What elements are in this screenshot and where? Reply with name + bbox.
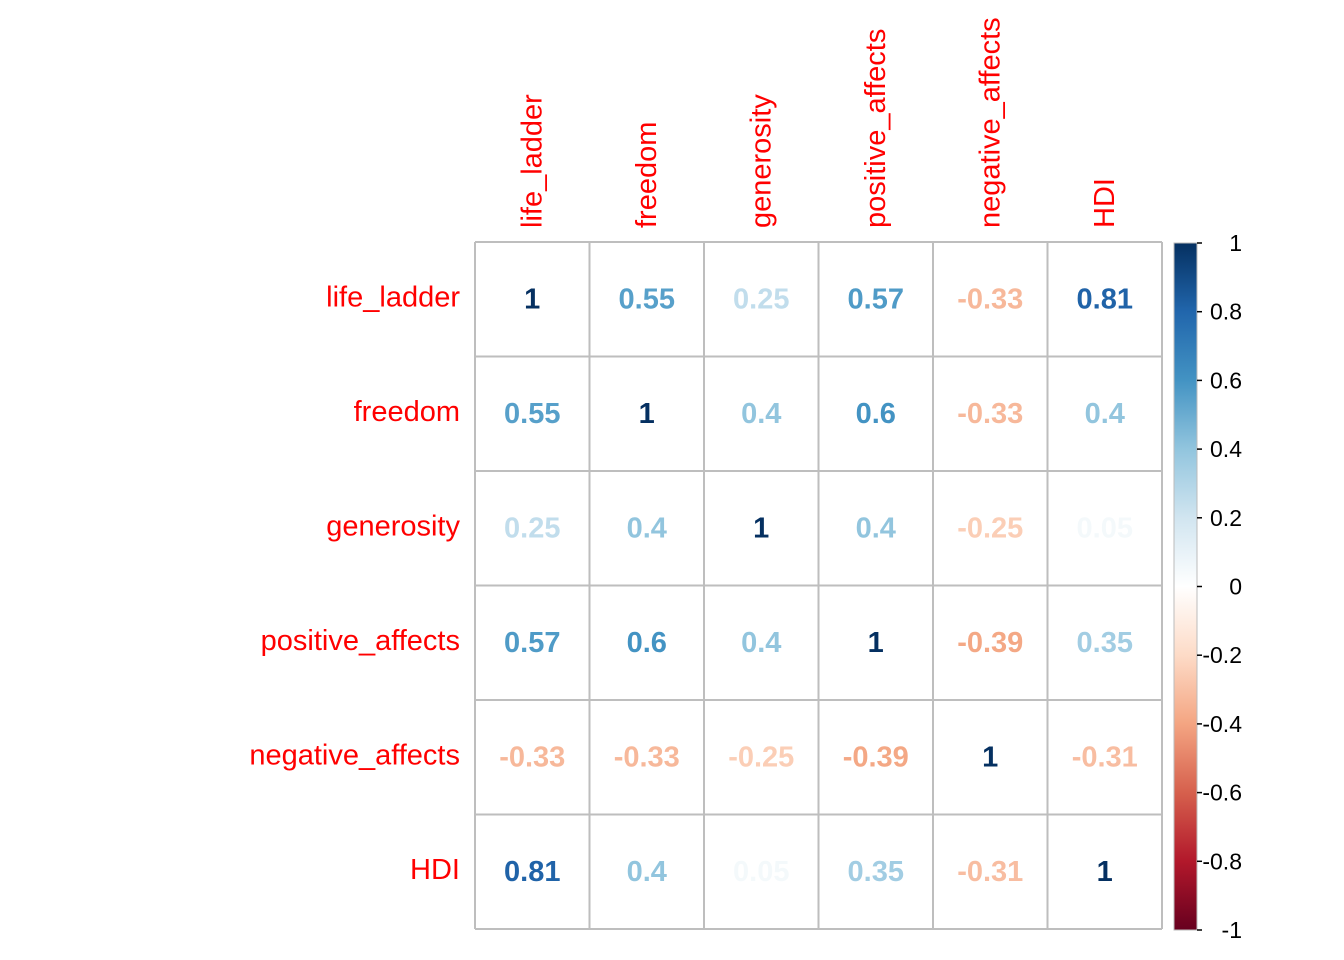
colorbar-tick-label: 0.2 bbox=[1210, 505, 1242, 531]
row-label-life_ladder: life_ladder bbox=[326, 281, 460, 313]
cell-value-positive_affects-life_ladder: 0.57 bbox=[504, 627, 560, 659]
correlation-cells: 1 0.55 0.25 0.57 -0.33 0.81 0.55 1 0.4 0.6 -0.33 0.… bbox=[499, 283, 1138, 888]
col-label-generosity: generosity bbox=[745, 94, 777, 228]
col-label-negative_affects: negative_affects bbox=[974, 17, 1006, 228]
col-label-freedom: freedom bbox=[631, 122, 663, 228]
cell-value-generosity-positive_affects: 0.4 bbox=[856, 512, 896, 544]
cell-value-positive_affects-positive_affects: 1 bbox=[868, 627, 884, 659]
grid-lines bbox=[474, 241, 1163, 930]
cell-value-negative_affects-HDI: -0.31 bbox=[1072, 741, 1138, 773]
cell-value-generosity-freedom: 0.4 bbox=[627, 512, 667, 544]
colorbar-tick-label: -0.6 bbox=[1202, 780, 1242, 806]
cell-value-positive_affects-HDI: 0.35 bbox=[1077, 627, 1133, 659]
row-label-freedom: freedom bbox=[354, 396, 460, 428]
colorbar-tick-label: -1 bbox=[1222, 917, 1242, 943]
cell-value-generosity-negative_affects: -0.25 bbox=[957, 512, 1023, 544]
cell-value-freedom-HDI: 0.4 bbox=[1085, 398, 1125, 430]
cell-value-negative_affects-positive_affects: -0.39 bbox=[843, 741, 909, 773]
cell-value-life_ladder-life_ladder: 1 bbox=[524, 283, 540, 315]
cell-value-HDI-negative_affects: -0.31 bbox=[957, 856, 1023, 888]
cell-value-generosity-generosity: 1 bbox=[753, 512, 769, 544]
row-label-generosity: generosity bbox=[326, 510, 460, 542]
cell-value-HDI-life_ladder: 0.81 bbox=[504, 856, 560, 888]
cell-value-life_ladder-generosity: 0.25 bbox=[733, 283, 789, 315]
cell-value-life_ladder-positive_affects: 0.57 bbox=[848, 283, 904, 315]
colorbar-gradient bbox=[1173, 242, 1198, 931]
col-label-HDI: HDI bbox=[1089, 178, 1121, 228]
colorbar-tick-label: 0.6 bbox=[1210, 367, 1242, 393]
row-label-positive_affects: positive_affects bbox=[261, 625, 460, 657]
colorbar-tick-label: 0.8 bbox=[1210, 299, 1242, 325]
row-label-HDI: HDI bbox=[410, 854, 460, 886]
colorbar-tick-label: -0.2 bbox=[1202, 642, 1242, 668]
colorbar-tick-label: -0.8 bbox=[1202, 848, 1242, 874]
cell-value-life_ladder-negative_affects: -0.33 bbox=[957, 283, 1023, 315]
cell-value-generosity-HDI: 0.05 bbox=[1077, 512, 1133, 544]
cell-value-HDI-generosity: 0.05 bbox=[733, 856, 789, 888]
cell-value-negative_affects-life_ladder: -0.33 bbox=[499, 741, 565, 773]
colorbar-tick-label: -0.4 bbox=[1202, 711, 1242, 737]
row-label-negative_affects: negative_affects bbox=[249, 739, 460, 771]
cell-value-positive_affects-negative_affects: -0.39 bbox=[957, 627, 1023, 659]
cell-value-freedom-negative_affects: -0.33 bbox=[957, 398, 1023, 430]
cell-value-freedom-positive_affects: 0.6 bbox=[856, 398, 896, 430]
cell-value-HDI-positive_affects: 0.35 bbox=[848, 856, 904, 888]
col-label-life_ladder: life_ladder bbox=[516, 94, 548, 228]
cell-value-HDI-HDI: 1 bbox=[1097, 856, 1113, 888]
col-label-positive_affects: positive_affects bbox=[860, 29, 892, 228]
cell-value-negative_affects-freedom: -0.33 bbox=[614, 741, 680, 773]
cell-value-generosity-life_ladder: 0.25 bbox=[504, 512, 560, 544]
cell-value-life_ladder-HDI: 0.81 bbox=[1077, 283, 1133, 315]
cell-value-life_ladder-freedom: 0.55 bbox=[619, 283, 675, 315]
color-legend: 1 0.8 0.6 0.4 0.2 0 -0.2 -0.4 -0.6 -0.8 -1 bbox=[1173, 230, 1242, 943]
colorbar-tick-label: 0.4 bbox=[1210, 436, 1242, 462]
colorbar-tick-label: 1 bbox=[1229, 230, 1242, 256]
colorbar-tick-label: 0 bbox=[1229, 574, 1242, 600]
cell-value-freedom-generosity: 0.4 bbox=[741, 398, 781, 430]
column-labels: life_ladder freedom generosity positive_aff… bbox=[516, 17, 1121, 228]
cell-value-freedom-freedom: 1 bbox=[639, 398, 655, 430]
cell-value-positive_affects-freedom: 0.6 bbox=[627, 627, 667, 659]
cell-value-negative_affects-negative_affects: 1 bbox=[982, 741, 998, 773]
cell-value-negative_affects-generosity: -0.25 bbox=[728, 741, 794, 773]
cell-value-positive_affects-generosity: 0.4 bbox=[741, 627, 781, 659]
cell-value-HDI-freedom: 0.4 bbox=[627, 856, 667, 888]
cell-value-freedom-life_ladder: 0.55 bbox=[504, 398, 560, 430]
